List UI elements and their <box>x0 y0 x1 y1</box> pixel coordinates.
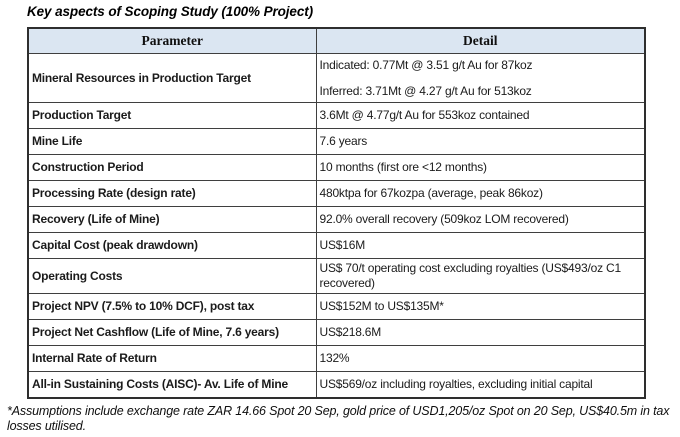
detail-cell: 92.0% overall recovery (509koz LOM recov… <box>315 206 646 233</box>
column-header-detail: Detail <box>315 27 646 54</box>
parameter-cell: Project NPV (7.5% to 10% DCF), post tax <box>27 293 317 320</box>
column-header-parameter: Parameter <box>27 27 317 54</box>
detail-line: US$152M to US$135M* <box>319 299 444 313</box>
detail-cell: 7.6 years <box>315 128 646 155</box>
parameter-cell: Capital Cost (peak drawdown) <box>27 232 317 259</box>
detail-line: US$569/oz including royalties, excluding… <box>319 376 593 391</box>
table-row: Construction Period 10 months (first ore … <box>27 154 646 181</box>
parameter-cell: Mine Life <box>27 128 317 155</box>
header-row: Parameter Detail <box>27 27 646 54</box>
table-row: Recovery (Life of Mine) 92.0% overall rec… <box>27 206 646 233</box>
parameter-cell: Construction Period <box>27 154 317 181</box>
detail-line: Inferred: 3.71Mt @ 4.27 g/t Au for 513ko… <box>319 83 532 98</box>
table-row: Operating Costs US$ 70/t operating cost e… <box>27 258 646 294</box>
table-body: Mineral Resources in Production Target In… <box>27 53 646 398</box>
table-row: All-in Sustaining Costs (AISC)- Av. Life… <box>27 371 646 398</box>
detail-cell: 480ktpa for 67kozpa (average, peak 86koz… <box>315 180 646 207</box>
detail-cell: Indicated: 0.77Mt @ 3.51 g/t Au for 87ko… <box>315 53 646 103</box>
detail-line: 92.0% overall recovery (509koz LOM recov… <box>319 212 569 226</box>
scoping-study-table: Parameter Detail Mineral Resources in Pr… <box>27 27 646 399</box>
detail-line: 132% <box>319 351 350 365</box>
detail-cell: 132% <box>315 345 646 372</box>
detail-cell: US$ 70/t operating cost excluding royalt… <box>315 258 646 294</box>
parameter-cell: All-in Sustaining Costs (AISC)- Av. Life… <box>27 371 317 398</box>
table-row: Project Net Cashflow (Life of Mine, 7.6 … <box>27 319 646 346</box>
detail-line: 7.6 years <box>319 134 368 148</box>
parameter-cell: Internal Rate of Return <box>27 345 317 372</box>
detail-line: 10 months (first ore <12 months) <box>319 160 488 174</box>
table-row: Mineral Resources in Production Target In… <box>27 53 646 103</box>
detail-cell: US$152M to US$135M* <box>315 293 646 320</box>
parameter-cell: Recovery (Life of Mine) <box>27 206 317 233</box>
detail-line: US$218.6M <box>319 325 382 339</box>
parameter-cell: Mineral Resources in Production Target <box>27 53 317 103</box>
parameter-cell: Project Net Cashflow (Life of Mine, 7.6 … <box>27 319 317 346</box>
table-header: Parameter Detail <box>27 27 646 54</box>
table-row: Capital Cost (peak drawdown) US$16M <box>27 232 646 259</box>
detail-line: US$16M <box>319 238 366 252</box>
detail-line: 3.6Mt @ 4.77g/t Au for 553koz contained <box>319 108 530 122</box>
detail-cell: 3.6Mt @ 4.77g/t Au for 553koz contained <box>315 102 646 129</box>
parameter-cell: Production Target <box>27 102 317 129</box>
table-row: Project NPV (7.5% to 10% DCF), post tax U… <box>27 293 646 320</box>
table-row: Internal Rate of Return 132% <box>27 345 646 372</box>
parameter-cell: Processing Rate (design rate) <box>27 180 317 207</box>
page-title: Key aspects of Scoping Study (100% Proje… <box>27 4 314 19</box>
page: Key aspects of Scoping Study (100% Proje… <box>0 4 680 435</box>
detail-cell: US$16M <box>315 232 646 259</box>
detail-line: 480ktpa for 67kozpa (average, peak 86koz… <box>319 186 543 200</box>
detail-line: Indicated: 0.77Mt @ 3.51 g/t Au for 87ko… <box>319 57 533 72</box>
assumptions-footnote: *Assumptions include exchange rate ZAR 1… <box>7 403 670 434</box>
table-row: Processing Rate (design rate) 480ktpa for… <box>27 180 646 207</box>
detail-cell: US$569/oz including royalties, excluding… <box>315 371 646 398</box>
table-row: Mine Life 7.6 years <box>27 128 646 155</box>
detail-cell: 10 months (first ore <12 months) <box>315 154 646 181</box>
detail-cell: US$218.6M <box>315 319 646 346</box>
table-row: Production Target 3.6Mt @ 4.77g/t Au for … <box>27 102 646 129</box>
parameter-cell: Operating Costs <box>27 258 317 294</box>
detail-line: US$ 70/t operating cost excluding royalt… <box>319 261 622 290</box>
